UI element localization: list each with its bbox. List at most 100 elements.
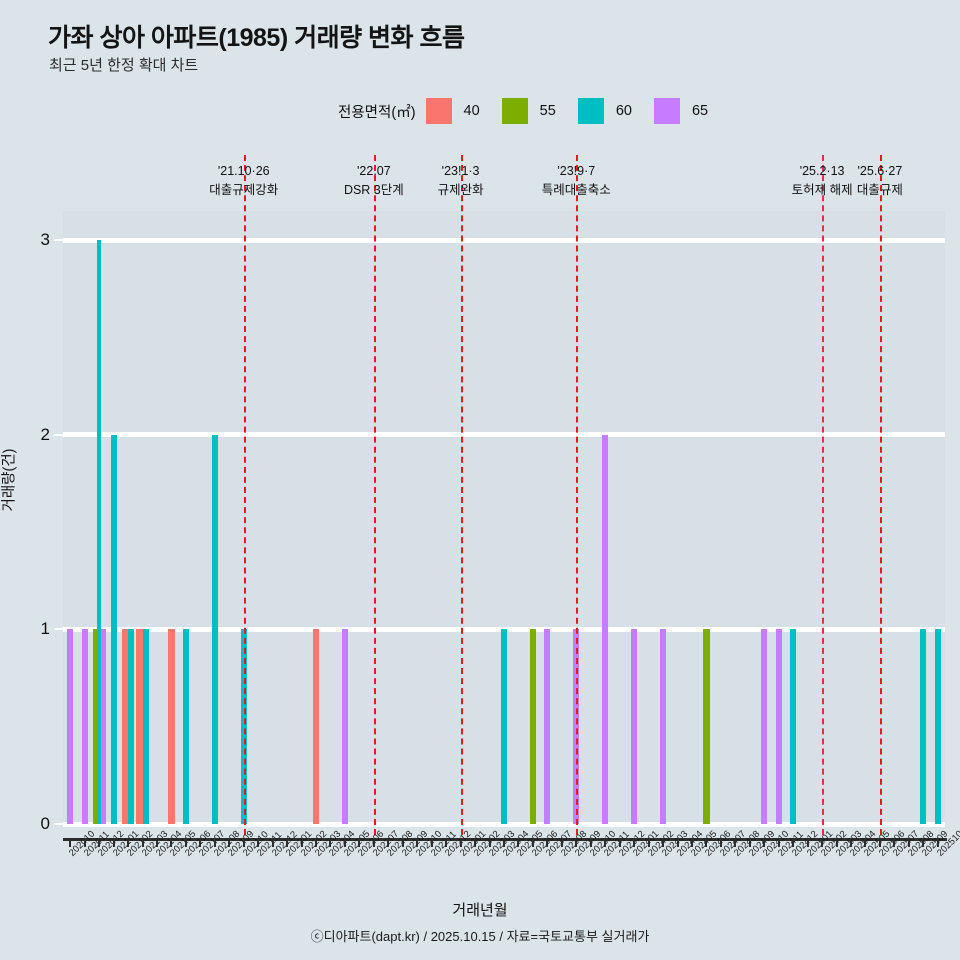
- event-date-202301: '23!1·3: [441, 164, 480, 178]
- bar-202108-60[interactable]: [211, 434, 218, 824]
- bar-202103-40[interactable]: [136, 629, 143, 824]
- x-tickmark-202404: [676, 838, 679, 847]
- bar-202103-60[interactable]: [142, 629, 149, 824]
- x-tickmark-202501: [806, 838, 809, 847]
- x-tickmark-202406: [705, 838, 708, 847]
- bar-202304-60[interactable]: [500, 629, 508, 824]
- event-text-202309: 특례대출축소: [541, 183, 611, 198]
- bar-202403-65[interactable]: [659, 629, 667, 824]
- bar-202101-60[interactable]: [110, 434, 117, 824]
- legend-item-55[interactable]: 55: [501, 98, 578, 124]
- bar-202012-65[interactable]: [101, 629, 106, 824]
- x-tickmark-202203: [315, 838, 318, 847]
- x-tickmark-202106: [184, 838, 187, 847]
- event-annotation-202207: '22.07 DSR 3단계: [344, 162, 404, 201]
- x-tickmark-202305: [517, 838, 520, 847]
- legend-item-40[interactable]: 40: [425, 98, 502, 124]
- x-tickmark-202308: [560, 838, 563, 847]
- x-tickmark-202011: [83, 838, 86, 847]
- bar-202410-65[interactable]: [761, 629, 768, 824]
- event-date-202309: '23!9·7: [557, 164, 596, 178]
- legend-swatch-40: [425, 98, 452, 124]
- event-line-202506: [879, 155, 882, 835]
- x-tickmark-202103: [141, 838, 144, 847]
- bar-202311-65[interactable]: [602, 434, 609, 824]
- bar-202011-65[interactable]: [81, 629, 88, 824]
- x-tickmark-202109: [228, 838, 231, 847]
- x-axis-line: [63, 838, 947, 841]
- x-tickmark-202408: [734, 838, 737, 847]
- x-tickmark-202302: [474, 838, 477, 847]
- event-date-202110: '21.10·26: [217, 164, 270, 178]
- event-text-202301: 규제완화: [437, 183, 484, 198]
- x-tickmark-202411: [777, 838, 780, 847]
- legend-item-65[interactable]: 65: [653, 98, 709, 124]
- bar-202010-65[interactable]: [67, 629, 74, 824]
- bar-202306-55[interactable]: [529, 629, 536, 824]
- x-tickmark-202212: [445, 838, 448, 847]
- bar-202105-40[interactable]: [168, 629, 175, 824]
- page-subtitle: 최근 5년 한정 확대 차트: [49, 57, 199, 74]
- x-tickmark-202207: [372, 838, 375, 847]
- legend-label-55: 55: [539, 103, 556, 119]
- x-tickmark-202112: [271, 838, 274, 847]
- x-tickmark-202307: [546, 838, 549, 847]
- x-tickmark-202310: [589, 838, 592, 847]
- event-line-202309: [576, 155, 579, 835]
- bar-202406-55[interactable]: [703, 629, 710, 824]
- bar-202205-65[interactable]: [341, 629, 349, 824]
- x-tickmark-202104: [155, 838, 158, 847]
- x-tickmark-202502: [821, 838, 824, 847]
- x-tickmark-202510: [936, 838, 939, 847]
- bar-202401-65[interactable]: [631, 629, 638, 824]
- bar-202012-60[interactable]: [97, 240, 102, 824]
- plot-area: [63, 155, 945, 835]
- gridline-y-0: [63, 821, 945, 827]
- x-tickmark-202202: [300, 838, 303, 847]
- bar-202012-55[interactable]: [92, 629, 97, 824]
- event-line-202301: [460, 155, 463, 835]
- legend-items: 40 55 60 65: [425, 98, 709, 124]
- legend-label-65: 65: [691, 103, 709, 119]
- x-tickmark-202504: [850, 838, 853, 847]
- gridline-y-3: [63, 237, 945, 243]
- y-tick-label-0: 0: [40, 814, 50, 833]
- y-tick-label-2: 2: [40, 424, 50, 444]
- y-tickmark-0: [54, 823, 66, 825]
- event-text-202506: 대출규제: [856, 183, 903, 198]
- x-tickmark-202107: [199, 838, 202, 847]
- x-tickmark-202105: [170, 838, 173, 847]
- bar-202102-60[interactable]: [128, 629, 135, 824]
- x-tickmark-202503: [835, 838, 838, 847]
- event-text-202207: DSR 3단계: [343, 183, 404, 198]
- bar-202307-65[interactable]: [544, 629, 551, 824]
- x-tickmark-202101: [112, 838, 115, 847]
- x-tickmark-202010: [69, 838, 72, 847]
- x-axis-label: 거래년월: [452, 902, 508, 919]
- x-tickmark-202410: [763, 838, 766, 847]
- x-tickmark-202209: [401, 838, 404, 847]
- event-annotation-202309: '23!9·7 특례대출축소: [542, 162, 611, 201]
- x-tickmark-202208: [387, 838, 390, 847]
- bar-202203-40[interactable]: [312, 629, 320, 824]
- x-tickmark-202111: [257, 838, 260, 847]
- x-tickmark-202401: [633, 838, 636, 847]
- legend-item-60[interactable]: 60: [577, 98, 654, 124]
- bar-202110-60[interactable]: [240, 629, 247, 824]
- bar-202509-60[interactable]: [920, 629, 927, 824]
- x-tickmark-202407: [719, 838, 722, 847]
- page-title: 가좌 상아 아파트(1985) 거래량 변화 흐름: [48, 24, 465, 52]
- x-tickmark-202301: [459, 838, 462, 847]
- event-annotation-202502: '25.2·13 토허제 해제: [792, 162, 853, 201]
- bar-202510-60[interactable]: [934, 629, 941, 824]
- bar-202411-65[interactable]: [775, 629, 782, 824]
- legend-label-60: 60: [615, 103, 632, 119]
- x-tickmark-202204: [329, 838, 332, 847]
- bar-202106-60[interactable]: [182, 629, 189, 824]
- event-annotation-202110: '21.10·26 대출규제강화: [209, 162, 278, 201]
- legend-swatch-55: [501, 98, 528, 124]
- bar-202412-60[interactable]: [790, 629, 797, 824]
- legend-swatch-60: [577, 98, 604, 124]
- bar-202102-40[interactable]: [121, 629, 129, 824]
- x-tickmark-202409: [748, 838, 751, 847]
